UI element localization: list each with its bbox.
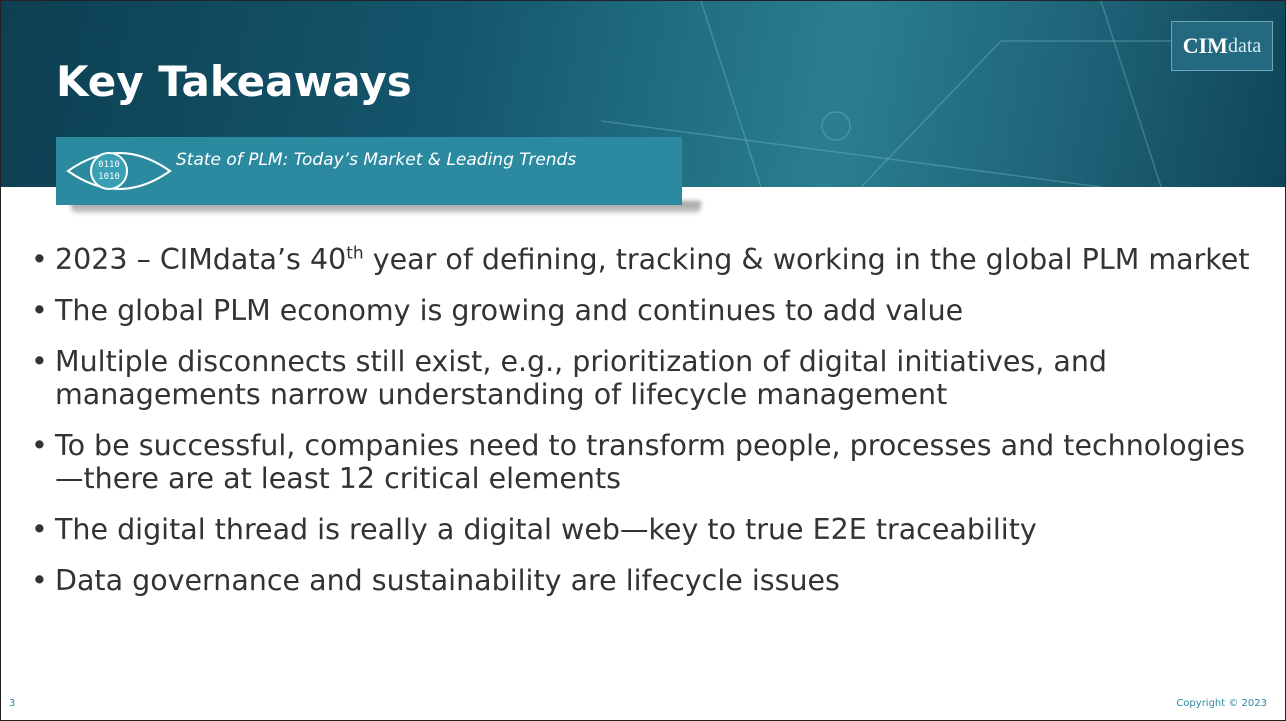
logo: CIM data	[1171, 21, 1273, 71]
superscript: th	[346, 243, 364, 264]
bullet: Multiple disconnects still exist, e.g., …	[31, 345, 1261, 411]
subtitle-box: 0110 1010 State of PLM: Today’s Market &…	[56, 137, 682, 205]
bullet: Data governance and sustainability are l…	[31, 564, 1261, 597]
bullet: 2023 – CIMdata’s 40th year of defining, …	[31, 243, 1261, 276]
bullet-text: year of defining, tracking & working in …	[363, 243, 1250, 276]
bullet-list: 2023 – CIMdata’s 40th year of defining, …	[31, 243, 1261, 615]
bullet: To be successful, companies need to tran…	[31, 429, 1261, 495]
header-decoration	[600, 1, 1181, 187]
bullet-text: 2023 – CIMdata’s 40	[55, 243, 347, 276]
eye-icon: 0110 1010	[66, 152, 172, 190]
svg-text:0110: 0110	[98, 160, 120, 170]
logo-data: data	[1227, 34, 1262, 57]
copyright: Copyright © 2023	[1176, 698, 1267, 709]
slide-number: 3	[9, 698, 16, 709]
bullet: The global PLM economy is growing and co…	[31, 294, 1261, 327]
logo-cim: CIM	[1182, 33, 1228, 58]
subtitle: State of PLM: Today’s Market & Leading T…	[176, 150, 577, 170]
svg-text:1010: 1010	[98, 172, 120, 182]
bullet: The digital thread is really a digital w…	[31, 513, 1261, 546]
slide-title: Key Takeaways	[56, 57, 412, 106]
